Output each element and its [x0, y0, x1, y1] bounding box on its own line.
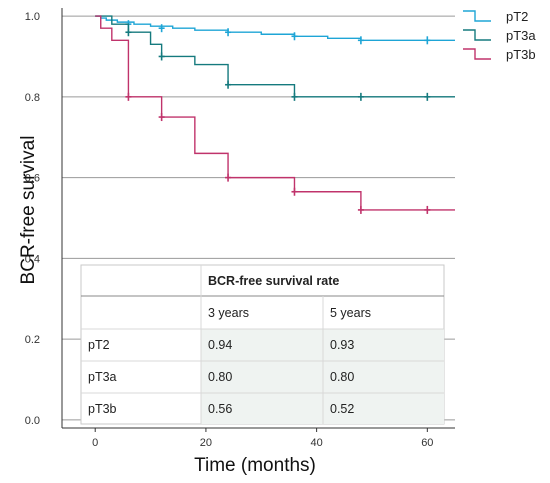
y-tick-label: 0.4: [25, 253, 40, 265]
axes: 0.0 0.2 0.4 0.6 0.8 1.0 0 20 40 60: [25, 8, 455, 449]
legend-swatch-pt3a: [463, 29, 491, 41]
survival-curves: [95, 15, 455, 214]
y-tick-label: 1.0: [25, 11, 40, 23]
table-column-header: 3 years: [208, 306, 249, 320]
y-tick-label: 0.6: [25, 173, 40, 185]
table-cell-value: 0.93: [330, 338, 354, 352]
x-tick-label: 20: [200, 437, 212, 449]
table-row-label: pT3a: [88, 370, 117, 384]
curve-pt3b: [95, 15, 455, 211]
y-axis-title: BCR-free survival: [18, 136, 39, 285]
table-cell-value: 0.80: [330, 370, 354, 384]
legend-swatch-pt2: [463, 10, 491, 22]
y-tick-label: 0.2: [25, 334, 40, 346]
table-cell-value: 0.56: [208, 402, 232, 416]
curve-pt3a: [95, 15, 455, 98]
table-header: BCR-free survival rate: [208, 274, 339, 288]
x-tick-label: 60: [421, 437, 433, 449]
x-axis-title: Time (months): [194, 455, 316, 476]
curve-pt2: [95, 15, 455, 42]
y-tick-label: 0.8: [25, 92, 40, 104]
y-tick-label: 0.0: [25, 415, 40, 427]
table-cell-value: 0.80: [208, 370, 232, 384]
legend-label-pt3b: pT3b: [506, 47, 536, 62]
x-tick-label: 40: [310, 437, 322, 449]
table-row-label: pT2: [88, 338, 110, 352]
legend: pT2 pT3a pT3b: [463, 9, 536, 62]
legend-swatch-pt3b: [463, 48, 491, 60]
table-cell-value: 0.52: [330, 402, 354, 416]
table-row-label: pT3b: [88, 402, 117, 416]
table-column-header: 5 years: [330, 306, 371, 320]
legend-label-pt2: pT2: [506, 9, 528, 24]
table-cell-value: 0.94: [208, 338, 232, 352]
survival-rate-table: BCR-free survival rate 3 years 5 years pT2 0…: [80, 264, 445, 425]
legend-label-pt3a: pT3a: [506, 28, 536, 43]
x-tick-label: 0: [92, 437, 98, 449]
